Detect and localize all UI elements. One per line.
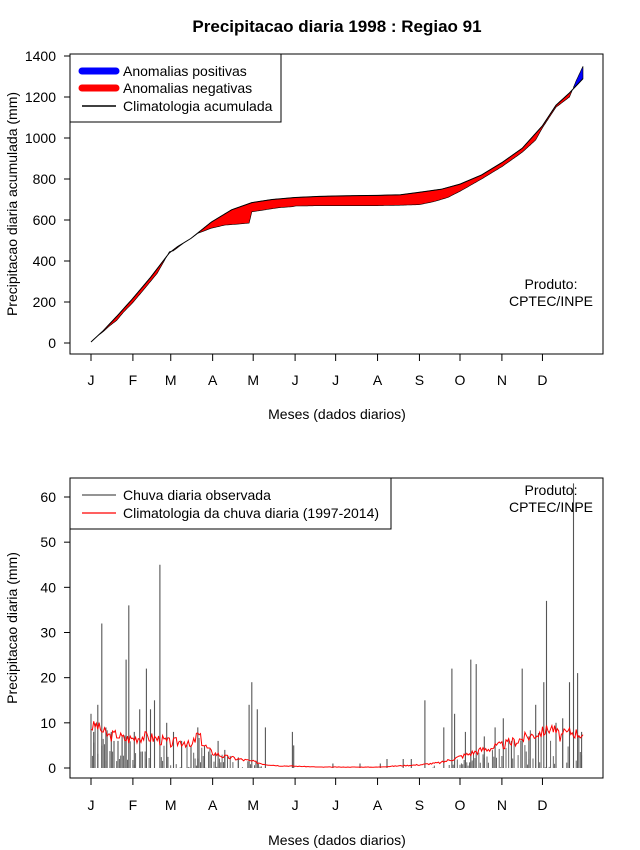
top-x-tick-label: M (247, 372, 259, 388)
bottom-x-tick-label: D (537, 797, 547, 813)
top-y-tick-label: 1200 (25, 89, 56, 105)
bottom-x-tick-label: F (129, 797, 138, 813)
bottom-x-label: Meses (dados diarios) (268, 832, 406, 848)
top-x-tick-label: J (332, 372, 339, 388)
top-x-tick-label: A (208, 372, 218, 388)
top-x-tick-label: F (129, 372, 138, 388)
bottom-x-tick-label: S (415, 797, 424, 813)
bottom-x-tick-label: O (455, 797, 466, 813)
legend-rain-climatology: Climatologia da chuva diaria (1997-2014) (123, 505, 379, 521)
legend-negative: Anomalias negativas (123, 80, 252, 96)
top-y-tick-label: 600 (33, 212, 57, 228)
daily-rain-panel: 0 10 20 30 40 50 60 J F M A M J J A S O N D Meses (dados … (4, 477, 604, 848)
bottom-annotation-line1: Produto: (525, 482, 578, 498)
top-x-tick-label: J (88, 372, 95, 388)
negative-anomaly-region (97, 255, 167, 337)
daily-climatology-line (90, 721, 584, 768)
bottom-y-tick-label: 40 (40, 579, 56, 595)
bottom-x-tick-label: J (332, 797, 339, 813)
bottom-y-tick-label: 0 (48, 760, 56, 776)
top-plot-frame (69, 53, 604, 355)
bottom-x-tick-label: J (292, 797, 299, 813)
top-x-tick-label: S (415, 372, 424, 388)
bottom-x-tick-label: A (373, 797, 383, 813)
bottom-x-tick-label: N (497, 797, 507, 813)
cumulative-climatology-line (90, 78, 584, 343)
top-y-tick-label: 200 (33, 294, 57, 310)
top-y-tick-label: 800 (33, 171, 57, 187)
daily-rain-bars (90, 483, 583, 768)
bottom-y-label: Precipitacao diaria (mm) (4, 552, 20, 704)
bottom-y-tick-label: 60 (40, 489, 56, 505)
bottom-y-tick-label: 10 (40, 715, 56, 731)
top-annotation-line1: Produto: (525, 276, 578, 292)
bottom-y-tick-label: 50 (40, 534, 56, 550)
top-y-tick-label: 1400 (25, 48, 56, 64)
top-x-tick-label: N (497, 372, 507, 388)
cumulative-panel: 0 200 400 600 800 1000 1200 1400 J F M A M J J A S O N D M… (4, 48, 604, 422)
top-y-axis: 0 200 400 600 800 1000 1200 1400 (25, 48, 70, 351)
legend-positive: Anomalias positivas (123, 63, 247, 79)
bottom-legend: Chuva diaria observada Climatologia da c… (69, 477, 392, 530)
top-x-tick-label: J (292, 372, 299, 388)
bottom-y-axis: 0 10 20 30 40 50 60 (40, 489, 70, 776)
top-y-tick-label: 400 (33, 253, 57, 269)
top-x-tick-label: A (373, 372, 383, 388)
negative-anomaly-area (97, 89, 573, 337)
bottom-legend-box (69, 477, 392, 530)
top-x-label: Meses (dados diarios) (268, 406, 406, 422)
bottom-x-tick-label: M (247, 797, 259, 813)
positive-anomaly-region (573, 66, 584, 90)
top-x-tick-label: O (455, 372, 466, 388)
top-annotation-line2: CPTEC/INPE (509, 293, 593, 309)
top-y-tick-label: 1000 (25, 130, 56, 146)
top-legend: Anomalias positivas Anomalias negativas … (69, 53, 282, 123)
bottom-x-tick-label: J (88, 797, 95, 813)
bottom-x-tick-label: A (208, 797, 218, 813)
bottom-y-tick-label: 20 (40, 670, 56, 686)
bottom-y-tick-label: 30 (40, 625, 56, 641)
chart-title: Precipitacao diaria 1998 : Regiao 91 (192, 17, 481, 36)
top-x-tick-label: D (537, 372, 547, 388)
top-y-tick-label: 0 (48, 335, 56, 351)
legend-climatology: Climatologia acumulada (123, 98, 273, 114)
top-x-tick-label: M (165, 372, 177, 388)
legend-observed: Chuva diaria observada (123, 487, 271, 503)
bottom-annotation-line2: CPTEC/INPE (509, 499, 593, 515)
bottom-x-tick-label: M (165, 797, 177, 813)
top-y-label: Precipitacao diaria acumulada (mm) (4, 92, 20, 316)
